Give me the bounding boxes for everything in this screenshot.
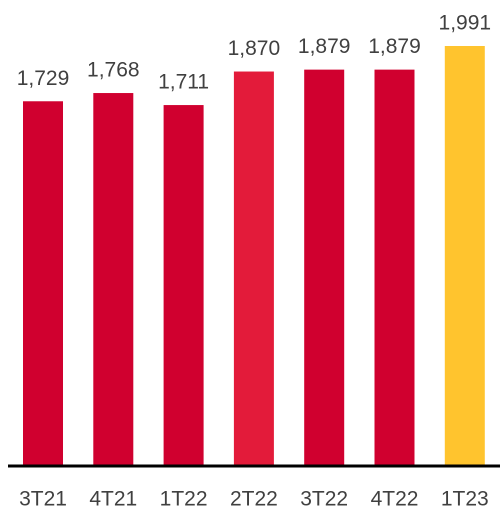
- bar: [93, 93, 134, 466]
- x-tick-label: 1T22: [160, 488, 208, 511]
- bar: [304, 69, 345, 467]
- value-label: 1,711: [158, 71, 209, 94]
- bar: [444, 46, 485, 466]
- x-tick-label: 3T22: [300, 488, 348, 511]
- bar: [23, 101, 63, 466]
- x-tick-label: 4T21: [89, 488, 137, 511]
- x-tick-label: 4T22: [371, 488, 419, 511]
- value-label: 1,879: [298, 35, 351, 58]
- bar: [233, 71, 274, 466]
- value-label: 1,729: [17, 67, 70, 90]
- x-tick-label: 2T22: [230, 488, 278, 511]
- value-label: 1,879: [368, 35, 421, 58]
- x-tick-label: 3T21: [19, 488, 67, 511]
- x-tick-label: 1T23: [441, 488, 489, 511]
- bar: [374, 69, 415, 467]
- value-label: 1,991: [439, 12, 492, 35]
- bar: [163, 105, 204, 466]
- value-label: 1,870: [228, 37, 281, 60]
- value-label: 1,768: [87, 59, 140, 82]
